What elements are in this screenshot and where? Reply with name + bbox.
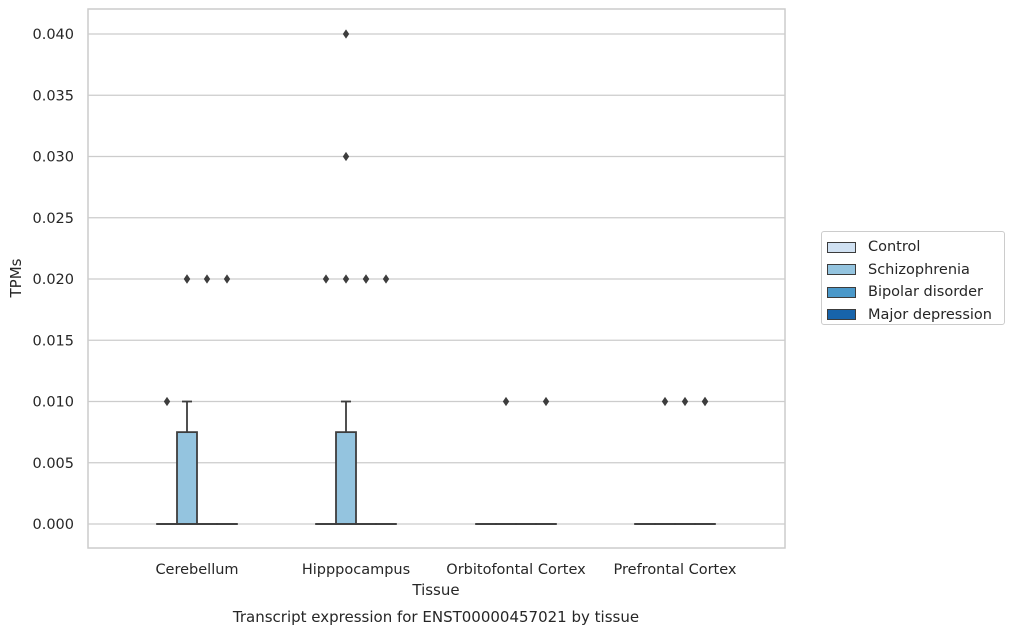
plot-frame <box>87 8 786 549</box>
legend-label: Control <box>868 239 921 256</box>
legend-item: Major depression <box>822 304 1004 327</box>
x-tick-labels: Cerebellum Hipppocampus Orbitofontal Corte… <box>155 562 736 578</box>
x-axis-label: Tissue <box>411 581 459 599</box>
y-tick-label: 0.040 <box>32 27 74 43</box>
y-axis-label: TPMs <box>7 258 25 298</box>
legend-item: Control <box>822 236 1004 259</box>
outlier-point <box>382 274 390 284</box>
y-tick-label: 0.010 <box>32 395 74 411</box>
outlier-point <box>701 396 709 407</box>
outlier-point <box>661 396 669 407</box>
y-tick-label: 0.015 <box>32 333 74 349</box>
x-tick-label: Cerebellum <box>155 562 238 578</box>
legend-swatch <box>827 264 856 276</box>
y-tick-label: 0.000 <box>32 517 74 533</box>
legend-label: Bipolar disorder <box>868 284 983 301</box>
chart-title: Transcript expression for ENST0000045702… <box>232 608 639 626</box>
box <box>335 431 357 525</box>
outlier-point <box>223 274 231 284</box>
outlier-point <box>163 396 171 407</box>
outlier-point <box>542 396 550 407</box>
outlier-point <box>203 274 211 284</box>
x-tick-label: Hipppocampus <box>302 562 410 578</box>
outlier-point <box>183 274 191 284</box>
legend-swatch <box>827 286 856 298</box>
y-tick-label: 0.035 <box>32 88 74 104</box>
x-tick-label: Prefrontal Cortex <box>614 562 737 578</box>
x-tick-label: Orbitofontal Cortex <box>446 562 586 578</box>
outlier-point <box>342 151 350 162</box>
legend-item: Bipolar disorder <box>822 281 1004 304</box>
y-tick-label: 0.005 <box>32 456 74 472</box>
y-tick-label: 0.020 <box>32 272 74 288</box>
legend-swatch <box>827 309 856 321</box>
outlier-point <box>362 274 370 284</box>
y-tick-label: 0.025 <box>32 211 74 227</box>
plot-marks <box>156 29 716 525</box>
outlier-point <box>342 274 350 284</box>
box <box>176 431 198 525</box>
y-tick-labels: 0.000 0.005 0.010 0.015 0.020 0.025 0.030 0.035… <box>32 27 74 533</box>
chart-legend: Control Schizophrenia Bipolar disorder Majo… <box>821 231 1005 325</box>
legend-label: Schizophrenia <box>868 261 970 278</box>
outlier-point <box>342 29 350 39</box>
legend-swatch <box>827 241 856 253</box>
legend-label: Major depression <box>868 306 992 323</box>
outlier-point <box>502 396 510 407</box>
outlier-point <box>681 396 689 407</box>
y-tick-label: 0.030 <box>32 150 74 166</box>
legend-item: Schizophrenia <box>822 259 1004 282</box>
outlier-point <box>322 274 330 284</box>
